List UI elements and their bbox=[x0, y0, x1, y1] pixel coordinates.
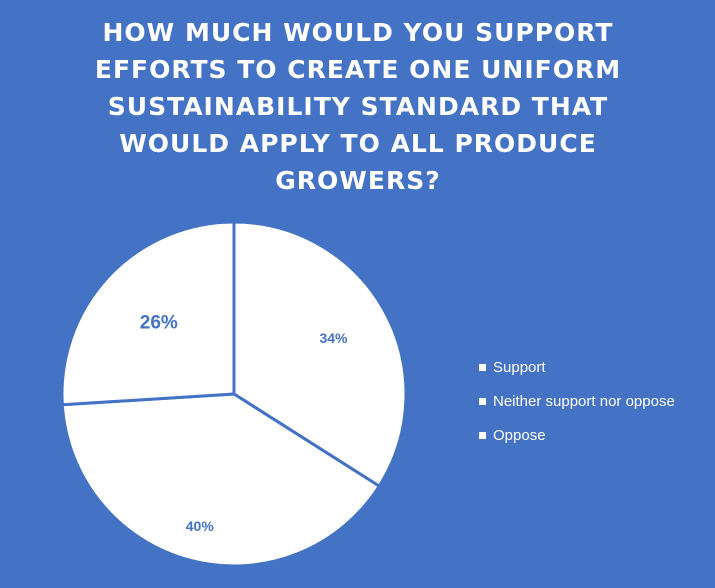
legend-item-support: Support bbox=[479, 350, 675, 384]
pie-slice-oppose bbox=[60, 220, 236, 407]
chart-title-line: GROWERS? bbox=[275, 166, 441, 195]
chart-title-line: WOULD APPLY TO ALL PRODUCE bbox=[119, 129, 597, 158]
legend-label-neither: Neither support nor oppose bbox=[493, 392, 675, 410]
legend-item-oppose: Oppose bbox=[479, 418, 675, 452]
legend-label-support: Support bbox=[493, 358, 546, 376]
legend: Support Neither support nor oppose Oppos… bbox=[479, 350, 675, 452]
legend-label-oppose: Oppose bbox=[493, 426, 546, 444]
data-label-support: 34% bbox=[319, 330, 348, 346]
chart-title: HOW MUCH WOULD YOU SUPPORT EFFORTS TO CR… bbox=[60, 14, 656, 199]
data-label-neither: 40% bbox=[186, 518, 215, 534]
legend-swatch-support bbox=[479, 363, 486, 371]
legend-swatch-oppose bbox=[479, 431, 486, 439]
chart-title-line: HOW MUCH WOULD YOU SUPPORT bbox=[102, 18, 614, 47]
chart-title-line: EFFORTS TO CREATE ONE UNIFORM bbox=[94, 55, 622, 84]
legend-swatch-neither bbox=[479, 397, 486, 405]
data-label-oppose: 26% bbox=[140, 312, 178, 333]
legend-item-neither: Neither support nor oppose bbox=[479, 384, 675, 418]
pie-slice-neither bbox=[60, 392, 381, 568]
chart-title-line: SUSTAINABILITY STANDARD THAT bbox=[107, 92, 609, 121]
